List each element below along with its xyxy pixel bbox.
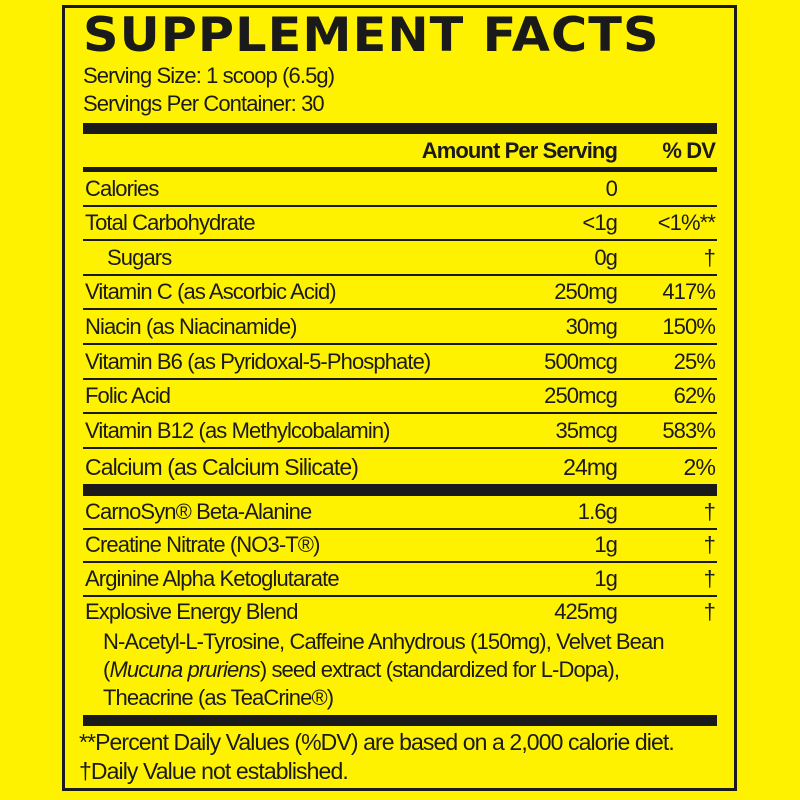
row-dv: <1%** — [657, 210, 716, 236]
row-amount: 250mg — [554, 279, 618, 305]
row-name: Folic Acid — [85, 383, 171, 409]
servings-per-container: Servings Per Container: 30 — [83, 91, 325, 116]
row-amount: 30mg — [565, 313, 618, 339]
row-name: Arginine Alpha Ketoglutarate — [85, 565, 340, 591]
row-dv: 62% — [673, 383, 716, 409]
row-dv: 150% — [662, 313, 716, 339]
blend-dv: † — [703, 599, 716, 624]
row-name: Vitamin B6 (as Pyridoxal-5-Phosphate) — [85, 348, 431, 374]
paren: ( — [103, 657, 110, 682]
row-amount: 0g — [594, 244, 618, 270]
thick-divider — [83, 123, 717, 134]
nutrient-row: Total Carbohydrate <1g <1%** — [83, 207, 717, 242]
row-amount: 35mcg — [555, 417, 617, 443]
row-amount: 24mg — [563, 454, 618, 481]
row-amount: 1g — [594, 532, 618, 557]
nutrient-row: Vitamin B12 (as Methylcobalamin) 35mcg 583… — [83, 414, 717, 449]
blend-line-2-rest: ) seed extract (standardized for L-Dopa)… — [259, 657, 620, 682]
blend-line-1: N-Acetyl-L-Tyrosine, Caffeine Anhydrous … — [103, 629, 665, 654]
row-dv: 583% — [662, 417, 716, 443]
row-dv: 2% — [683, 454, 716, 481]
row-dv: † — [703, 244, 716, 270]
thick-divider — [83, 715, 717, 726]
column-header-row: Amount Per Serving % DV — [83, 134, 717, 172]
ingredient-row: Arginine Alpha Ketoglutarate 1g † — [83, 563, 717, 597]
footnote-dv: **Percent Daily Values (%DV) are based o… — [79, 729, 675, 755]
blend-line-2: (Mucuna pruriens) seed extract (standard… — [103, 656, 620, 684]
footnote-dagger: †Daily Value not established. — [79, 758, 349, 784]
row-amount: 500mcg — [544, 348, 618, 374]
row-name: Creatine Nitrate (NO3-T®) — [85, 532, 320, 557]
row-dv: † — [703, 498, 716, 524]
row-name: CarnoSyn® Beta-Alanine — [85, 498, 312, 524]
nutrient-row: Calories 0 — [83, 172, 717, 207]
nutrient-row: Niacin (as Niacinamide) 30mg 150% — [83, 310, 717, 345]
blend-amount: 425mg — [554, 599, 618, 624]
nutrient-row: Calcium (as Calcium Silicate) 24mg 2% — [83, 449, 717, 484]
row-name: Calcium (as Calcium Silicate) — [85, 454, 359, 481]
row-dv: 417% — [662, 279, 716, 305]
blend-line-3: Theacrine (as TeaCrine®) — [103, 685, 334, 710]
row-amount: 250mcg — [544, 383, 618, 409]
amount-header: Amount Per Serving — [421, 138, 618, 163]
row-name: Sugars — [107, 244, 172, 270]
thick-divider — [83, 484, 717, 496]
dv-header: % DV — [662, 138, 716, 163]
ingredient-row: CarnoSyn® Beta-Alanine 1.6g † — [83, 496, 717, 530]
row-amount: 1g — [594, 565, 618, 591]
ingredient-row: Creatine Nitrate (NO3-T®) 1g † — [83, 530, 717, 563]
nutrient-row: Sugars 0g † — [83, 241, 717, 276]
row-name: Vitamin B12 (as Methylcobalamin) — [85, 417, 391, 443]
nutrient-row: Folic Acid 250mcg 62% — [83, 380, 717, 415]
latin-name: Mucuna pruriens — [109, 657, 260, 682]
row-dv: 25% — [673, 348, 716, 374]
blend-row: Explosive Energy Blend 425mg † — [83, 596, 717, 716]
row-dv: † — [703, 532, 716, 557]
row-amount: <1g — [582, 210, 618, 236]
row-name: Calories — [85, 175, 159, 201]
nutrient-row: Vitamin B6 (as Pyridoxal-5-Phosphate) 500… — [83, 345, 717, 380]
row-name: Vitamin C (as Ascorbic Acid) — [85, 279, 337, 305]
serving-size: Serving Size: 1 scoop (6.5g) — [83, 63, 335, 88]
row-amount: 0 — [605, 175, 618, 201]
row-dv: † — [703, 565, 716, 591]
nutrient-row: Vitamin C (as Ascorbic Acid) 250mg 417% — [83, 276, 717, 311]
supplement-facts-panel: SUPPLEMENT FACTS Serving Size: 1 scoop (… — [62, 5, 737, 791]
blend-name: Explosive Energy Blend — [85, 599, 298, 624]
row-name: Niacin (as Niacinamide) — [85, 313, 298, 339]
panel-title: SUPPLEMENT FACTS — [83, 8, 660, 63]
row-name: Total Carbohydrate — [85, 210, 256, 236]
row-amount: 1.6g — [577, 498, 618, 524]
